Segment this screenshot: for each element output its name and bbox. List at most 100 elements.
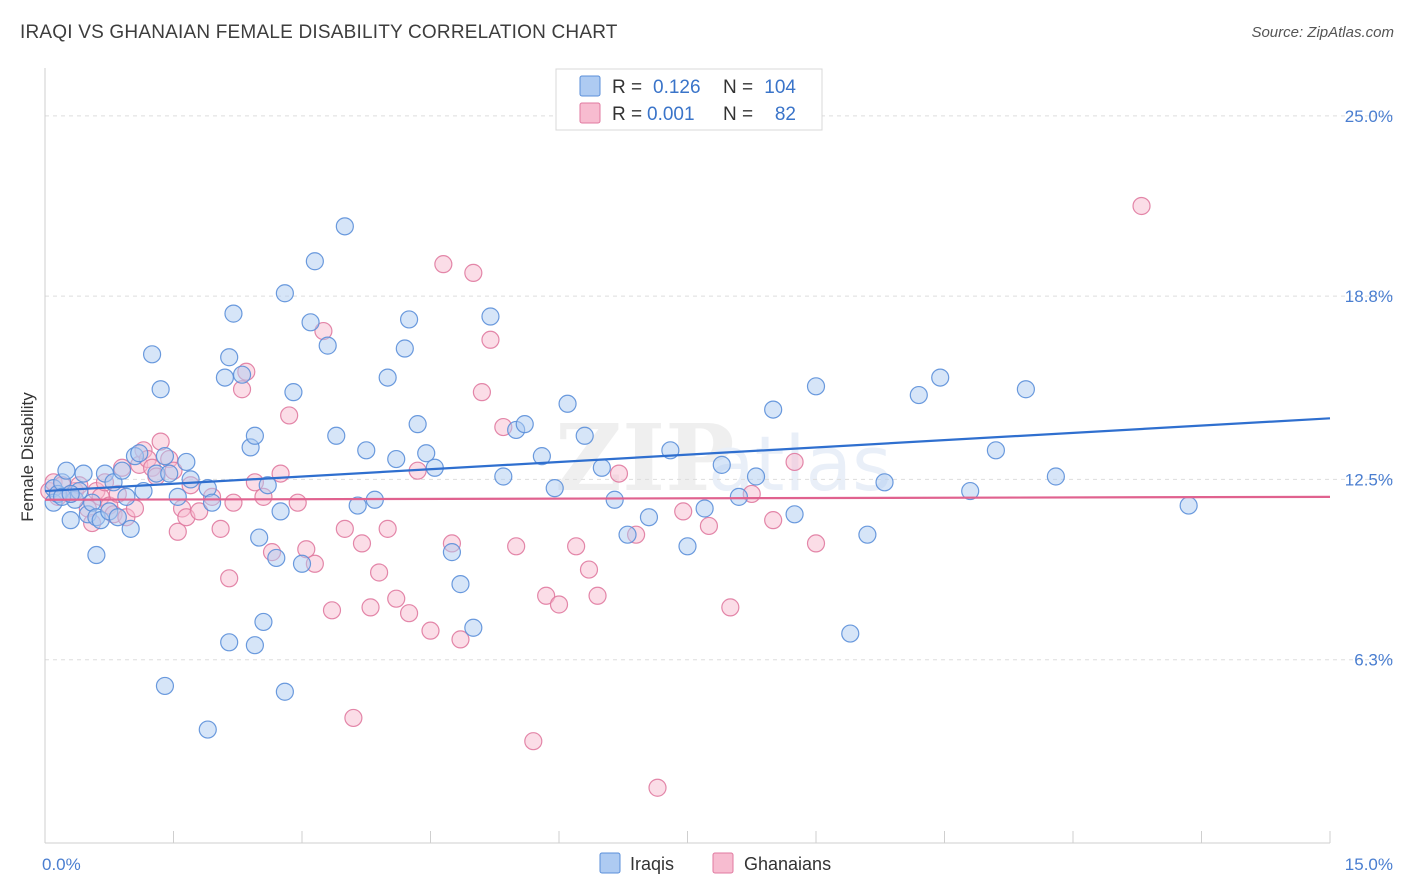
iraqis-point bbox=[931, 368, 950, 387]
iraqis-point bbox=[378, 368, 397, 387]
legend: R = 0.126 N = 104 R = 0.001 N = 82 bbox=[555, 68, 823, 131]
iraqis-point bbox=[254, 612, 273, 632]
bottom-legend-swatch-ghanaians bbox=[712, 852, 734, 874]
ghanaians-point bbox=[344, 708, 363, 728]
iraqis-point bbox=[515, 415, 534, 434]
iraqis-point bbox=[267, 548, 286, 568]
y-tick-label: 18.8% bbox=[1345, 287, 1393, 306]
iraqis-point bbox=[202, 493, 222, 512]
iraqis-point bbox=[224, 304, 243, 323]
y-tick-label: 25.0% bbox=[1345, 107, 1393, 126]
ghanaians-point bbox=[378, 519, 397, 538]
iraqis-point bbox=[61, 511, 80, 530]
iraqis-point bbox=[858, 525, 877, 544]
iraqis-point bbox=[160, 464, 179, 483]
ghanaians-point bbox=[361, 598, 380, 617]
iraqis-point bbox=[442, 543, 462, 562]
iraqis-point bbox=[271, 502, 290, 521]
x-tick-max: 15.0% bbox=[1345, 855, 1393, 874]
iraqis-point bbox=[220, 348, 239, 367]
iraqis-point bbox=[764, 400, 783, 419]
iraqis-point bbox=[220, 633, 239, 652]
ghanaians-point bbox=[674, 502, 693, 521]
y-axis-label: Female Disability bbox=[18, 392, 37, 522]
iraqis-point bbox=[155, 676, 175, 696]
ghanaians-point bbox=[481, 330, 500, 349]
iraqis-point bbox=[387, 449, 406, 469]
legend-n-label-iraqis: N = bbox=[723, 77, 753, 98]
iraqis-point bbox=[357, 441, 376, 460]
iraqis-point bbox=[494, 467, 513, 486]
iraqis-point bbox=[301, 313, 320, 332]
legend-r-value-ghanaians: 0.001 bbox=[647, 104, 695, 125]
ghanaians-point bbox=[211, 519, 230, 538]
ghanaians-point bbox=[648, 778, 667, 797]
legend-r-label-iraqis: R = bbox=[612, 77, 642, 98]
iraqis-point bbox=[142, 345, 162, 364]
iraqis-point bbox=[678, 537, 697, 556]
iraqis-point bbox=[250, 528, 269, 547]
legend-n-value-iraqis: 104 bbox=[764, 77, 796, 98]
trend-lines bbox=[44, 417, 1331, 501]
ghanaians-point bbox=[549, 595, 569, 614]
ghanaians-point bbox=[699, 516, 719, 536]
iraqis-point bbox=[1179, 496, 1198, 515]
iraqis-point bbox=[327, 426, 346, 445]
ghanaians-point bbox=[335, 519, 354, 538]
ghanaians-point bbox=[399, 604, 419, 623]
iraqis-point bbox=[108, 508, 127, 527]
legend-swatch-ghanaians bbox=[579, 102, 601, 124]
source-label: Source: ZipAtlas.com bbox=[1251, 24, 1394, 41]
iraqis-point bbox=[712, 455, 731, 474]
x-tick-min: 0.0% bbox=[42, 855, 81, 874]
ghanaians-point bbox=[190, 502, 209, 521]
iraqis-point bbox=[112, 461, 132, 480]
iraqis-point bbox=[909, 385, 928, 405]
ghanaians-point bbox=[537, 586, 556, 605]
iraqis-point bbox=[729, 487, 749, 506]
legend-n-label-ghanaians: N = bbox=[723, 104, 753, 125]
iraqis-point bbox=[618, 525, 637, 544]
ghanaians-point bbox=[588, 586, 607, 605]
ghanaians-point bbox=[464, 263, 483, 282]
iraqis-point bbox=[986, 441, 1006, 460]
ghanaians-point bbox=[451, 630, 470, 649]
iraqis-point bbox=[875, 473, 894, 492]
iraqis-point bbox=[408, 415, 427, 434]
iraqis-point bbox=[275, 284, 294, 303]
iraqis-point bbox=[181, 470, 200, 489]
bottom-legend-swatch-iraqis bbox=[599, 852, 621, 874]
watermark: ZIP atlas bbox=[555, 404, 892, 512]
iraqis-point bbox=[284, 383, 303, 402]
iraqis-point bbox=[532, 447, 551, 466]
ghanaians-point bbox=[421, 621, 440, 640]
iraqis-point bbox=[245, 636, 264, 655]
iraqis-point bbox=[558, 394, 577, 413]
iraqis-point bbox=[130, 444, 149, 463]
iraqis-point bbox=[198, 720, 217, 739]
iraqis-point bbox=[245, 426, 264, 445]
y-tick-label: 6.3% bbox=[1354, 651, 1393, 670]
iraqis-point bbox=[639, 508, 659, 527]
iraqis-point bbox=[232, 365, 252, 384]
ghanaians-point bbox=[434, 255, 453, 274]
iraqis-point bbox=[335, 217, 354, 236]
iraqis-point bbox=[481, 307, 500, 326]
iraqis-point bbox=[399, 310, 419, 329]
ghanaians-point bbox=[370, 563, 389, 582]
iraqis-point bbox=[592, 458, 611, 477]
iraqis-point bbox=[318, 336, 337, 355]
iraqis-point bbox=[177, 452, 196, 472]
bottom-legend-label-iraqis: Iraqis bbox=[630, 854, 674, 874]
iraqis-point bbox=[464, 618, 483, 637]
ghanaians-point bbox=[280, 406, 299, 425]
iraqis-point bbox=[275, 682, 294, 701]
iraqis-point bbox=[74, 464, 93, 483]
ghanaians-point bbox=[322, 601, 342, 620]
iraqis-point bbox=[1046, 467, 1065, 486]
iraqis-point bbox=[605, 490, 624, 509]
iraqis-point bbox=[451, 575, 470, 594]
iraqis-point bbox=[348, 496, 367, 515]
legend-r-value-iraqis: 0.126 bbox=[653, 77, 701, 98]
